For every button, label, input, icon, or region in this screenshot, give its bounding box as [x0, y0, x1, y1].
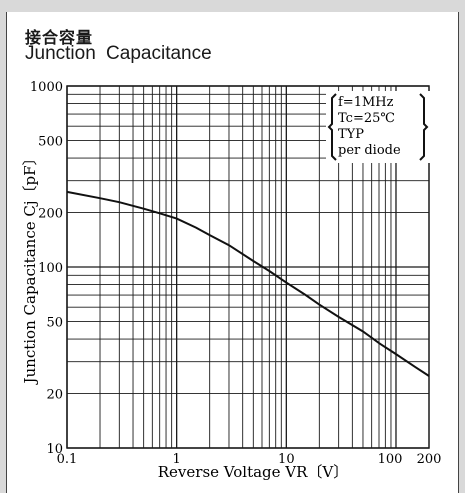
- y-tick-label: 50: [46, 315, 63, 330]
- x-tick-label: 0.1: [57, 452, 78, 467]
- condition-text: TYP: [338, 127, 364, 142]
- capacitance-curve: [66, 190, 430, 377]
- frame-right-band: [459, 0, 465, 493]
- x-axis-label: Reverse Voltage VR〔V〕: [158, 463, 349, 481]
- chart-title: Junction Capacitance: [25, 43, 212, 64]
- y-tick-label: 1000: [30, 80, 63, 95]
- right-bracket: [419, 93, 429, 161]
- y-tick-label: 20: [46, 388, 63, 403]
- frame-top-band: [0, 0, 465, 12]
- x-tick-label: 200: [417, 452, 442, 467]
- y-tick-label: 10: [46, 442, 63, 457]
- condition-text: per diode: [338, 143, 401, 158]
- chart-title-japanese: 接合容量: [25, 28, 94, 47]
- condition-text: f=1MHz: [338, 95, 394, 110]
- x-tick-label: 100: [378, 452, 403, 467]
- y-tick-labels: 10 20 50 100 200 500 1000: [30, 80, 63, 457]
- y-tick-label: 100: [38, 261, 63, 276]
- x-tick-label: 10: [278, 452, 295, 467]
- x-tick-labels: 0.1 1 10 100 200: [57, 452, 442, 467]
- frame-left-band: [0, 0, 6, 493]
- x-tick-label: 1: [173, 452, 181, 467]
- y-tick-label: 200: [38, 207, 63, 222]
- left-bracket: [327, 93, 337, 161]
- y-axis-label: Junction Capacitance Cj〔pF〕: [21, 151, 39, 386]
- plot-border: [66, 85, 430, 449]
- y-tick-label: 500: [38, 134, 63, 149]
- condition-text: Tc=25℃: [338, 111, 395, 126]
